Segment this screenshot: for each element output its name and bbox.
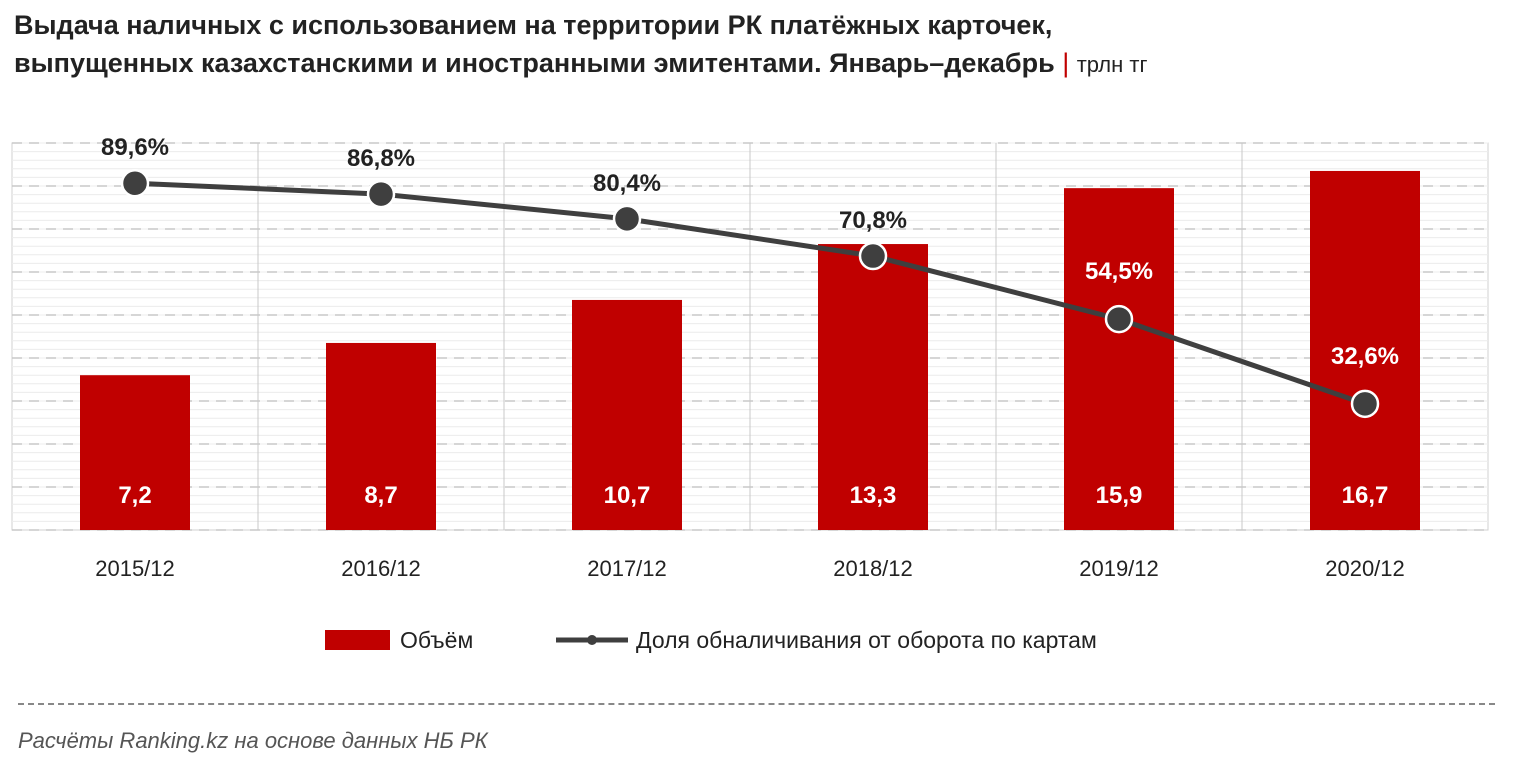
line-value-label: 70,8% xyxy=(839,207,907,234)
source-note: Расчёты Ranking.kz на основе данных НБ Р… xyxy=(18,728,488,753)
legend-line-marker xyxy=(587,635,597,645)
legend-bar-swatch xyxy=(325,630,390,650)
chart-title: Выдача наличных с использованием на терр… xyxy=(14,6,1148,84)
x-tick-label: 2016/12 xyxy=(341,556,421,581)
bar xyxy=(80,375,190,530)
title-separator: | xyxy=(1062,48,1070,78)
line-point xyxy=(1104,304,1134,334)
title-line-1: Выдача наличных с использованием на терр… xyxy=(14,10,1053,40)
bar-value-label: 7,2 xyxy=(118,482,151,509)
title-line-2: выпущенных казахстанскими и иностранными… xyxy=(14,48,1055,78)
line-value-label: 54,5% xyxy=(1085,258,1153,285)
line-value-label: 86,8% xyxy=(347,145,415,172)
unit-label: трлн тг xyxy=(1076,52,1148,77)
bar xyxy=(1064,188,1174,530)
divider xyxy=(18,703,1495,705)
line-value-label: 80,4% xyxy=(593,170,661,197)
line-point xyxy=(120,168,150,198)
bar xyxy=(1310,170,1420,530)
x-tick-label: 2019/12 xyxy=(1079,556,1159,581)
bar-value-label: 16,7 xyxy=(1342,482,1389,509)
bar xyxy=(326,342,436,530)
legend-bar-label: Объём xyxy=(400,627,473,653)
line-point xyxy=(612,204,642,234)
bar-value-label: 10,7 xyxy=(604,482,651,509)
chart: 7,2 2015/12 8,7 2016/12 10,7 2017/12 13,3 2018/… xyxy=(11,134,1489,653)
bar-value-label: 15,9 xyxy=(1096,482,1143,509)
line-value-label: 32,6% xyxy=(1331,343,1399,370)
bar-value-label: 8,7 xyxy=(364,482,397,509)
x-tick-label: 2020/12 xyxy=(1325,556,1405,581)
bar-value-label: 13,3 xyxy=(850,482,897,509)
x-tick-label: 2015/12 xyxy=(95,556,175,581)
x-tick-label: 2018/12 xyxy=(833,556,913,581)
line-point xyxy=(1350,389,1380,419)
x-tick-label: 2017/12 xyxy=(587,556,667,581)
share-line xyxy=(134,180,1366,407)
line-point xyxy=(858,241,888,271)
bar xyxy=(818,244,928,531)
line-point xyxy=(366,179,396,209)
legend-line-label: Доля обналичивания от оборота по картам xyxy=(636,627,1097,653)
bar xyxy=(572,299,682,530)
line-value-label: 89,6% xyxy=(101,134,169,161)
